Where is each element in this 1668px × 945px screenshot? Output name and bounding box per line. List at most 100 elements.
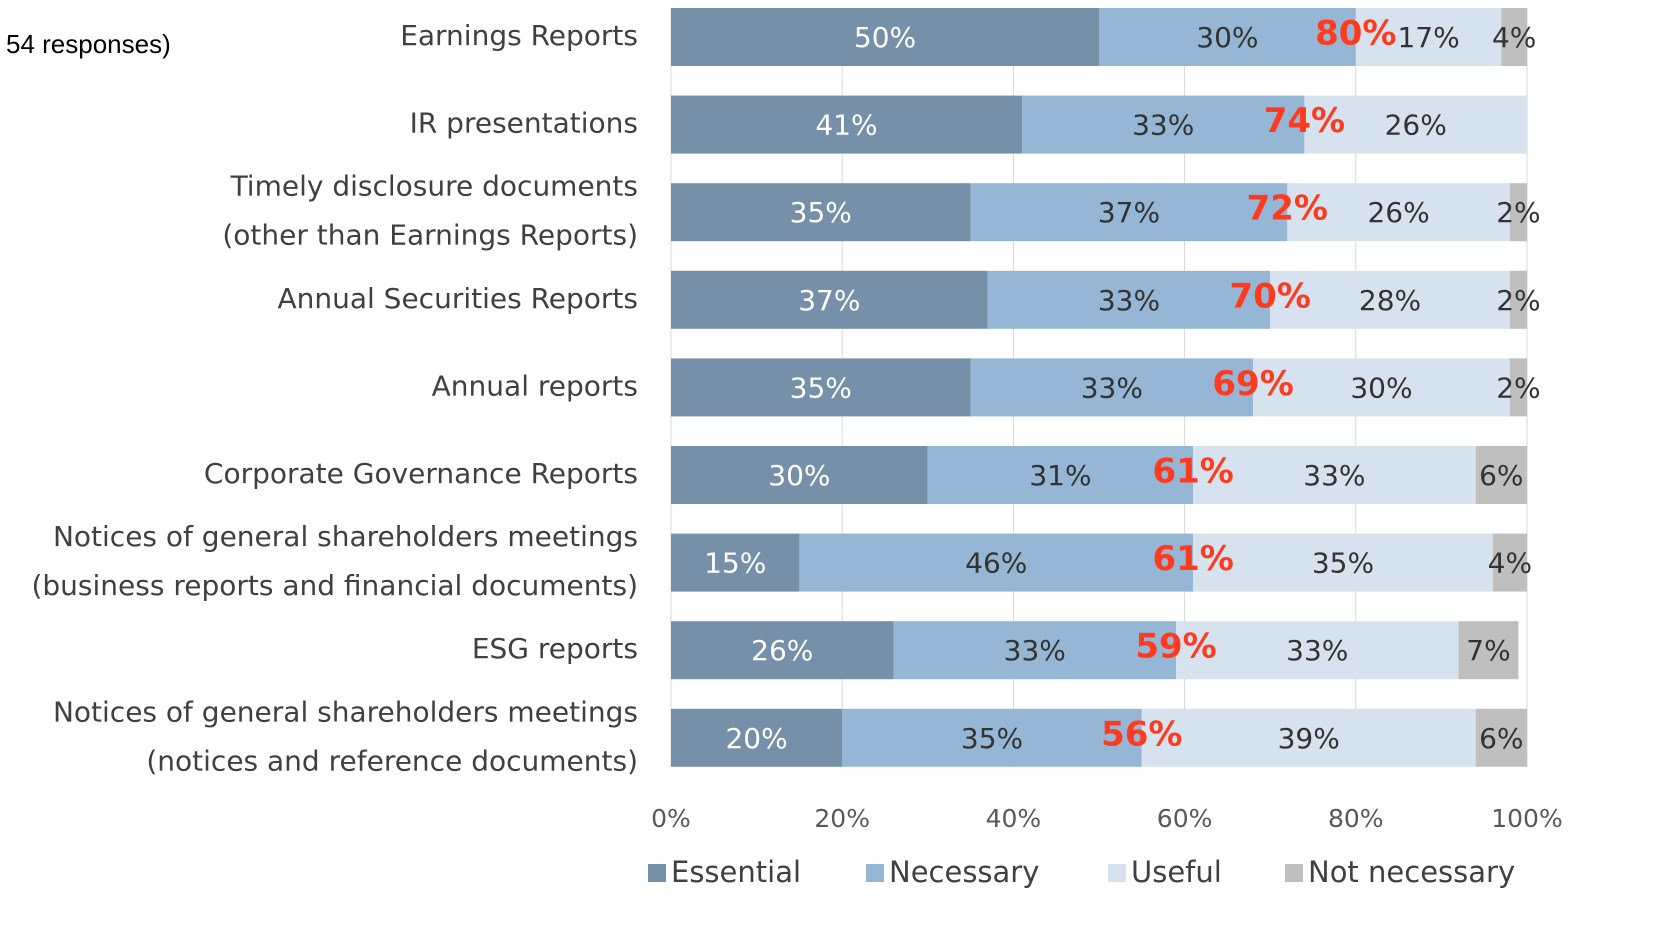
bar-segment: [987, 270, 1271, 329]
bar-segment: [671, 183, 971, 242]
bar-segment: [671, 358, 971, 417]
segment-label: 30%: [1196, 21, 1258, 54]
segment-label: 35%: [790, 196, 852, 229]
bar-segment: [1509, 358, 1527, 417]
total-label: 80%: [1315, 14, 1396, 54]
bar-segment: [1253, 358, 1510, 417]
bar-segment: [1475, 708, 1527, 767]
segment-label: 41%: [815, 109, 877, 142]
category-label: Annual Securities Reports: [277, 282, 638, 315]
bar-segment: [671, 95, 1022, 154]
x-tick-label: 0%: [651, 804, 691, 833]
bar-segment: [1509, 183, 1527, 242]
segment-label: 30%: [768, 459, 830, 492]
segment-label: 33%: [1286, 634, 1348, 667]
segment-label: 26%: [751, 634, 813, 667]
segment-label: 31%: [1029, 459, 1091, 492]
bar-segment: [1287, 183, 1510, 242]
segment-label: 2%: [1496, 371, 1540, 404]
segment-label: 17%: [1397, 21, 1459, 54]
bar-segment: [927, 446, 1194, 504]
total-label: 70%: [1230, 276, 1311, 316]
bar-segment: [1193, 533, 1493, 592]
bar-segment: [671, 446, 928, 504]
category-label: Corporate Governance Reports: [204, 457, 638, 490]
legend-swatch: [866, 864, 884, 882]
segment-label: 33%: [1098, 284, 1160, 317]
segment-label: 28%: [1359, 284, 1421, 317]
bar-segment: [1492, 533, 1527, 592]
segment-label: 15%: [704, 547, 766, 580]
segment-label: 39%: [1278, 722, 1340, 755]
bar-segment: [671, 621, 894, 680]
bar-segment: [1501, 8, 1527, 66]
bar-segment: [671, 270, 988, 329]
category-label: Notices of general shareholders meetings: [53, 520, 638, 553]
bar-segment: [970, 358, 1254, 417]
segment-label: 26%: [1367, 196, 1429, 229]
x-tick-label: 60%: [1157, 804, 1213, 833]
segment-label: 35%: [1312, 547, 1374, 580]
segment-label: 6%: [1479, 459, 1523, 492]
total-label: 61%: [1152, 539, 1233, 579]
category-label: (business reports and financial document…: [31, 569, 638, 602]
segment-label: 35%: [961, 722, 1023, 755]
legend-swatch: [1108, 864, 1126, 882]
x-tick-label: 20%: [814, 804, 870, 833]
segment-label: 33%: [1081, 371, 1143, 404]
bar-segment: [893, 621, 1177, 680]
category-label: Timely disclosure documents: [230, 170, 638, 203]
segment-label: 4%: [1492, 21, 1536, 54]
bar-segment: [671, 708, 843, 767]
total-label: 69%: [1212, 364, 1293, 404]
category-label: Annual reports: [432, 369, 638, 402]
bar-segment: [1458, 621, 1519, 680]
category-label: Earnings Reports: [400, 19, 638, 52]
bar-segment: [799, 533, 1194, 592]
segment-label: 26%: [1385, 109, 1447, 142]
segment-label: 6%: [1479, 722, 1523, 755]
total-label: 59%: [1135, 627, 1216, 667]
segment-label: 2%: [1496, 196, 1540, 229]
legend-label: Necessary: [889, 855, 1039, 889]
legend-swatch: [1285, 864, 1303, 882]
segment-label: 37%: [1098, 196, 1160, 229]
bar-segment: [671, 8, 1099, 66]
legend-label: Essential: [671, 855, 801, 889]
bar-segment: [1176, 621, 1459, 680]
category-label: ESG reports: [472, 632, 638, 665]
category-label: IR presentations: [410, 107, 638, 140]
segment-label: 35%: [790, 371, 852, 404]
bar-segment: [1509, 270, 1527, 329]
category-label: (notices and reference documents): [146, 744, 638, 777]
x-tick-label: 80%: [1328, 804, 1384, 833]
category-label: Notices of general shareholders meetings: [53, 695, 638, 728]
bar-segment: [1475, 446, 1527, 504]
segment-label: 7%: [1466, 634, 1510, 667]
legend-label: Not necessary: [1308, 855, 1515, 889]
segment-label: 4%: [1488, 547, 1532, 580]
note: 54 responses): [6, 29, 171, 59]
total-label: 61%: [1152, 452, 1233, 492]
bar-segment: [1021, 95, 1305, 154]
bar-segment: [1141, 708, 1476, 767]
bar-segment: [1099, 8, 1356, 66]
segment-label: 33%: [1004, 634, 1066, 667]
bar-segment: [970, 183, 1288, 242]
bars: [671, 8, 1527, 767]
category-label: (other than Earnings Reports): [222, 219, 638, 252]
segment-label: 2%: [1496, 284, 1540, 317]
segment-label: 33%: [1132, 109, 1194, 142]
segment-label: 37%: [798, 284, 860, 317]
bar-segment: [671, 533, 800, 592]
x-tick-label: 40%: [986, 804, 1042, 833]
segment-label: 50%: [854, 21, 916, 54]
bar-segment: [1270, 270, 1510, 329]
bar-segment: [1355, 8, 1502, 66]
bar-segment: [1304, 95, 1527, 154]
segment-label: 33%: [1303, 459, 1365, 492]
labels: 0% 20% 40% 60% 80% 100% Earnings Reports 50% 30%…: [31, 14, 1562, 890]
legend-label: Useful: [1131, 855, 1222, 889]
total-label: 74%: [1264, 101, 1345, 141]
